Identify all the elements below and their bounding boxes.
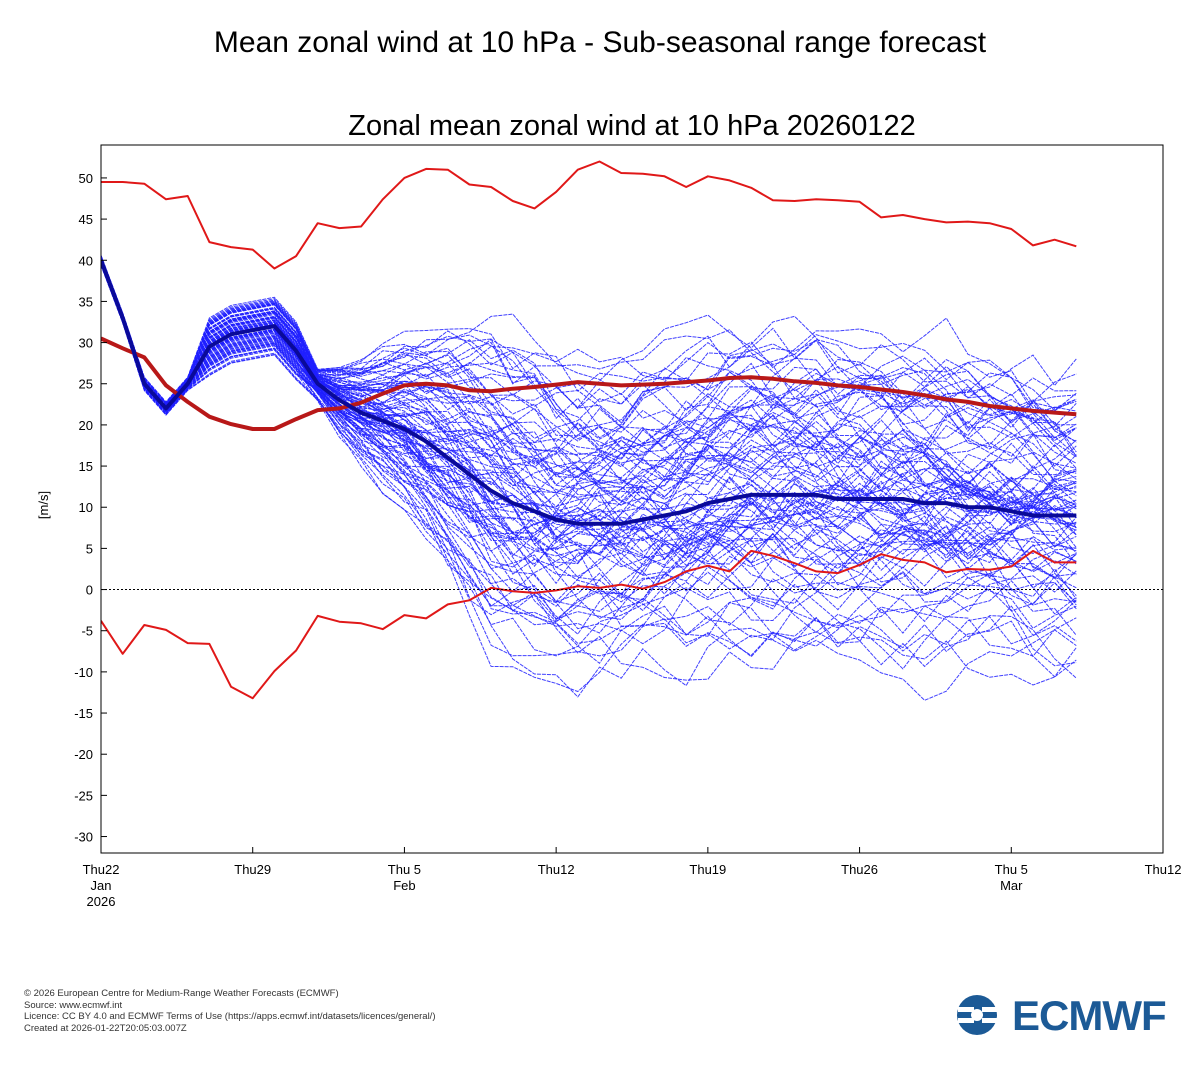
ensemble-member-line xyxy=(101,263,1077,678)
ensemble-members xyxy=(101,255,1077,701)
ensemble-member-line xyxy=(101,257,1077,513)
footer-copyright: © 2026 European Centre for Medium-Range … xyxy=(24,988,339,999)
ensemble-member-line xyxy=(101,259,1077,536)
ensemble-member-line xyxy=(101,257,1077,412)
ensemble-member-line xyxy=(101,255,1077,437)
y-tick-label: -25 xyxy=(74,788,93,803)
ensemble-member-line xyxy=(101,261,1077,576)
ecmwf-logo-icon xyxy=(957,995,1010,1035)
ensemble-member-line xyxy=(101,257,1077,535)
ensemble-member-line xyxy=(101,259,1077,567)
x-tick-label: Thu29 xyxy=(234,862,271,877)
ensemble-member-line xyxy=(101,263,1077,681)
ensemble-member-line xyxy=(101,258,1077,479)
ensemble-member-line xyxy=(101,256,1077,431)
x-tick-label: Thu12 xyxy=(1145,862,1182,877)
series-line-climatological-maximum xyxy=(101,160,1077,270)
y-tick-label: -20 xyxy=(74,747,93,762)
footer: © 2026 European Centre for Medium-Range … xyxy=(24,988,436,1034)
ensemble-member-line xyxy=(101,255,1077,425)
y-tick-label: 45 xyxy=(79,212,93,227)
ensemble-member-line xyxy=(101,257,1077,459)
ensemble-member-line xyxy=(101,259,1077,476)
chart-title: Zonal mean zonal wind at 10 hPa 20260122 xyxy=(348,110,916,142)
ensemble-member-line xyxy=(101,259,1077,585)
x-tick-label: Feb xyxy=(393,878,415,893)
x-tick-label: Jan xyxy=(91,878,112,893)
ecmwf-logo[interactable]: ECMWF xyxy=(952,990,1172,1040)
y-tick-label: 40 xyxy=(79,253,93,268)
y-tick-label: 50 xyxy=(79,171,93,186)
footer-licence: Licence: CC BY 4.0 and ECMWF Terms of Us… xyxy=(24,1011,436,1022)
y-tick-label: 35 xyxy=(79,294,93,309)
ensemble-member-line xyxy=(101,262,1077,634)
x-tick-label: Thu 5 xyxy=(388,862,421,877)
footer-created: Created at 2026-01-22T20:05:03.007Z xyxy=(24,1022,187,1034)
y-axis-label: [m/s] xyxy=(36,491,51,519)
ensemble-member-line xyxy=(101,261,1077,606)
y-tick-label: 10 xyxy=(79,500,93,515)
y-tick-label: 25 xyxy=(79,377,93,392)
ensemble-member-line xyxy=(101,264,1077,644)
ensemble-member-line xyxy=(101,255,1077,468)
ensemble-member-line xyxy=(101,257,1077,508)
ensemble-member-line xyxy=(101,259,1077,516)
series-line-climatological-mean xyxy=(101,336,1077,431)
plot-frame xyxy=(100,144,1164,854)
ensemble-member-line xyxy=(101,258,1077,479)
ensemble-member-line xyxy=(101,256,1077,515)
footer-source: Source: www.ecmwf.int xyxy=(24,999,123,1011)
x-tick-label: Thu26 xyxy=(841,862,878,877)
ensemble-member-line xyxy=(101,255,1077,452)
ensemble-member-line xyxy=(101,262,1077,620)
ensemble-member-line xyxy=(101,258,1077,518)
series-line-climatological-minimum xyxy=(101,549,1077,700)
y-tick-label: -10 xyxy=(74,665,93,680)
ensemble-member-line xyxy=(101,265,1077,667)
ensemble-member-line xyxy=(101,256,1077,439)
x-tick-label: Thu22 xyxy=(83,862,120,877)
ensemble-member-line xyxy=(101,255,1077,439)
ensemble-member-line xyxy=(101,262,1077,647)
ensemble-member-line xyxy=(101,258,1077,529)
x-tick-label: Thu19 xyxy=(689,862,726,877)
ensemble-member-line xyxy=(101,261,1077,615)
ensemble-member-line xyxy=(101,256,1077,450)
ensemble-member-line xyxy=(101,257,1077,457)
ensemble-member-line xyxy=(101,261,1077,603)
ensemble-member-line xyxy=(101,262,1077,596)
ensemble-member-line xyxy=(101,257,1077,514)
ensemble-member-line xyxy=(101,259,1077,521)
y-tick-label: 5 xyxy=(86,541,93,556)
y-tick-label: -30 xyxy=(74,830,93,845)
series-line-ensemble-mean xyxy=(101,259,1077,526)
zonal-wind-chart: Zonal mean zonal wind at 10 hPa 20260122… xyxy=(36,110,1182,909)
y-tick-label: 20 xyxy=(79,418,93,433)
y-tick-label: 30 xyxy=(79,336,93,351)
x-tick-label: Thu12 xyxy=(538,862,575,877)
ensemble-member-line xyxy=(101,260,1077,564)
y-tick-label: 15 xyxy=(79,459,93,474)
page-title: Mean zonal wind at 10 hPa - Sub-seasonal… xyxy=(213,26,987,59)
highlight-series xyxy=(101,160,1077,700)
ensemble-member-line xyxy=(101,259,1077,497)
ensemble-member-line xyxy=(101,263,1077,679)
ensemble-member-line xyxy=(101,256,1077,482)
x-tick-label: Thu 5 xyxy=(995,862,1028,877)
y-tick-label: 0 xyxy=(86,583,93,598)
x-tick-label: Mar xyxy=(1000,878,1023,893)
ensemble-member-line xyxy=(101,261,1077,566)
ensemble-member-line xyxy=(101,262,1077,686)
x-tick-label: 2026 xyxy=(87,894,116,909)
ensemble-member-line xyxy=(101,256,1077,411)
ecmwf-logo-text: ECMWF xyxy=(1012,992,1167,1039)
y-tick-label: -5 xyxy=(81,624,93,639)
y-tick-label: -15 xyxy=(74,706,93,721)
ensemble-member-line xyxy=(101,260,1077,518)
ensemble-member-line xyxy=(101,256,1077,464)
